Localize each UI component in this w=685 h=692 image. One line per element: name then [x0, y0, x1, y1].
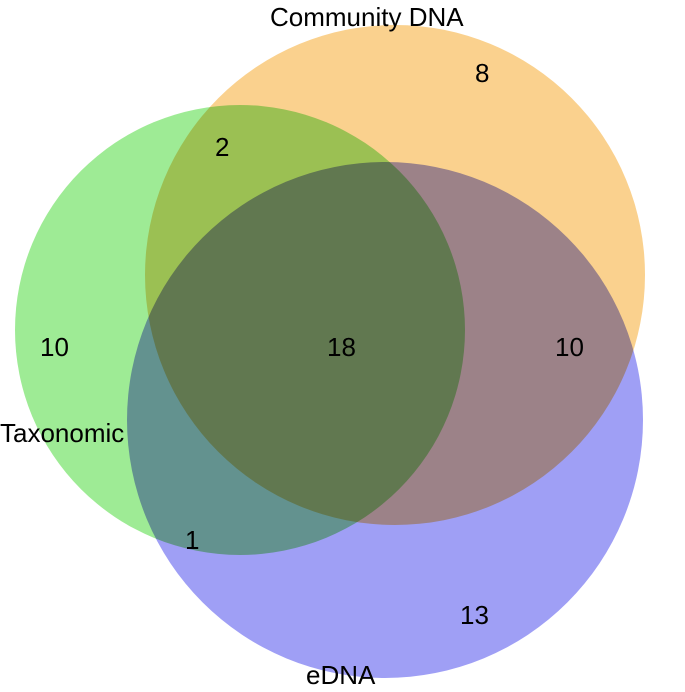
value-taxonomic-only: 10: [40, 332, 69, 363]
value-community-taxonomic: 2: [215, 132, 229, 163]
value-community-edna: 10: [555, 332, 584, 363]
label-taxonomic: Taxonomic: [0, 418, 124, 449]
value-edna-only: 13: [460, 600, 489, 631]
venn-diagram: Community DNA Taxonomic eDNA 8 10 13 2 1…: [0, 0, 685, 692]
value-community-only: 8: [475, 58, 489, 89]
label-edna: eDNA: [306, 660, 375, 691]
value-taxonomic-edna: 1: [185, 525, 199, 556]
label-community-dna: Community DNA: [270, 2, 464, 33]
circle-edna: [127, 162, 643, 678]
value-all-three: 18: [327, 332, 356, 363]
